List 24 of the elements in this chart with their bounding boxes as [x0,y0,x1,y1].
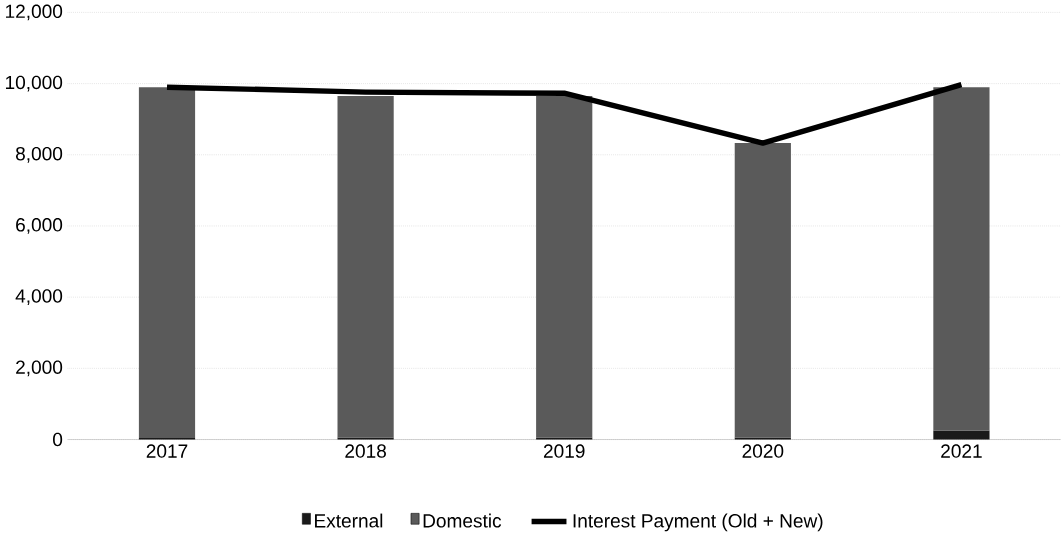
bar [933,430,990,440]
bar [536,96,593,438]
y-tick-label: 10,000 [6,75,63,92]
bar [337,437,394,440]
x-tick-label: 2018 [345,444,386,458]
bar [734,437,791,440]
y-tick-label: 4,000 [15,289,63,306]
y-tick-label: 6,000 [16,218,63,234]
bar [933,87,990,431]
y-tick-label: 12,000 [6,4,63,21]
y-tick-label: 8,000 [15,146,63,163]
legend-label: Interest Payment (Old + New) [573,513,823,532]
x-tick-label: 2021 [941,444,982,458]
bar [734,143,791,438]
x-tick-label: 2020 [742,444,784,458]
y-tick-label: 2,000 [16,360,63,377]
x-tick-label: 2017 [146,444,188,458]
bar [536,437,593,440]
x-tick-label: 2019 [543,444,585,458]
bar [337,96,394,438]
legend-label: Domestic [423,513,502,528]
bar [138,87,196,439]
y-tick-label: 0 [53,432,63,447]
legend-label: External [315,513,383,528]
